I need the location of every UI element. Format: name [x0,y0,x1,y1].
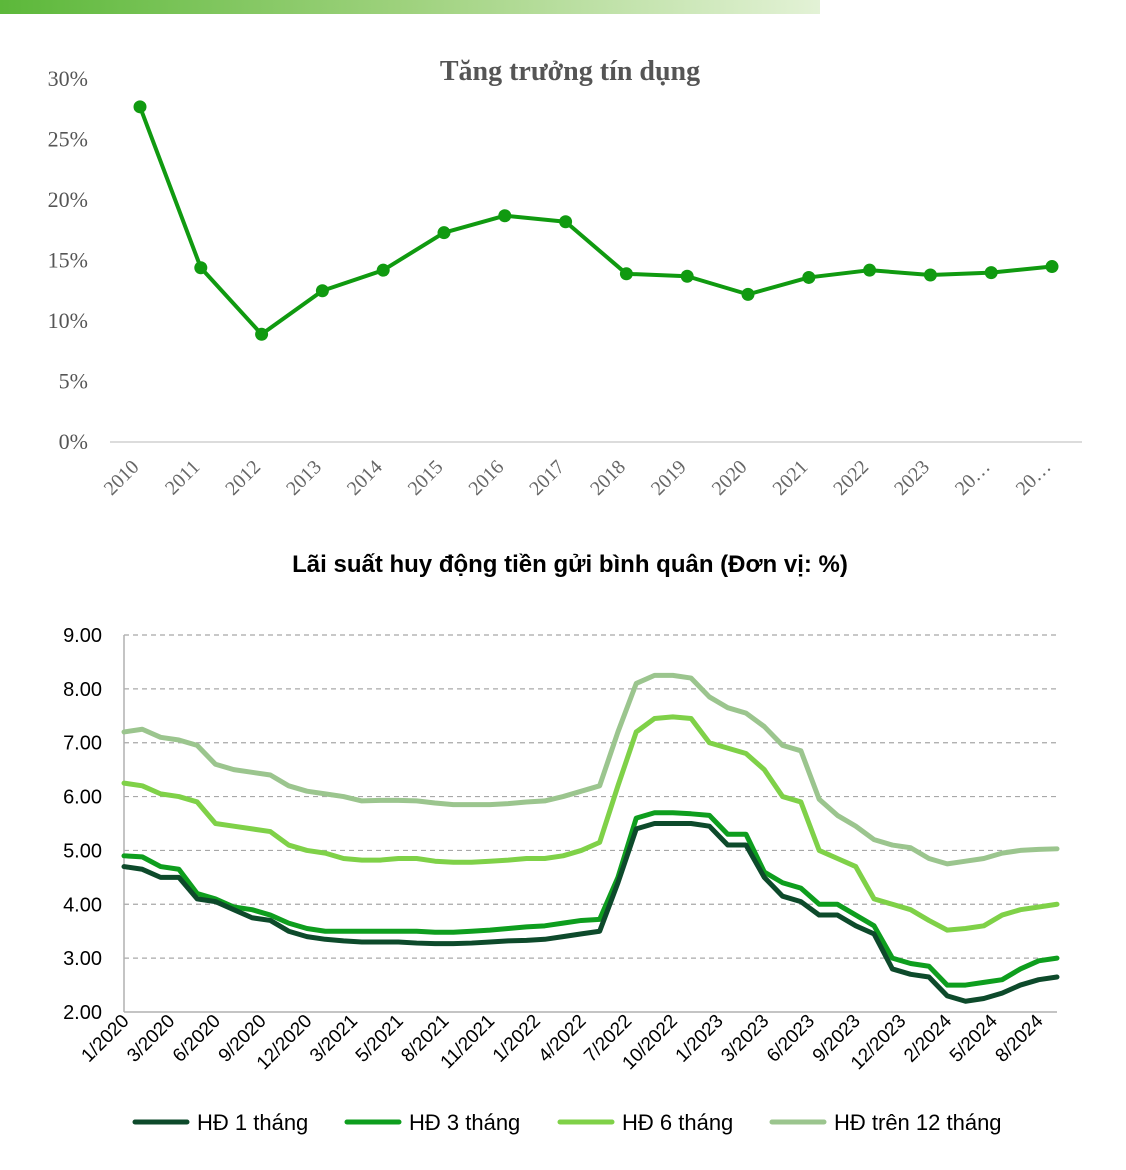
chart1-data-point [194,261,208,275]
chart2-legend-label: HĐ 3 tháng [409,1110,520,1135]
chart1-data-point [923,268,937,282]
chart1-y-tick-label: 20% [48,187,88,212]
chart2-y-tick-label: 4.00 [63,894,102,916]
chart1-data-point [437,226,451,240]
chart1-data-point [619,267,633,281]
chart2-legend-label: HĐ 6 tháng [622,1110,733,1135]
chart1-x-tick-label: 2017 [525,456,569,500]
chart1-y-axis: 0% 5% 10% 15% 20% 25% 30% [48,66,88,454]
chart1-series-line [138,106,1053,337]
chart2-legend-item: HĐ 1 tháng [132,1110,308,1135]
chart2-series-line [121,672,1060,867]
chart1-data-point [741,287,755,301]
chart1-data-point [559,215,573,229]
chart1-x-tick-label: 2014 [343,456,387,500]
chart2-legend-label: HĐ 1 tháng [197,1110,308,1135]
chart1-data-point [133,100,147,114]
chart2-y-tick-label: 3.00 [63,948,102,970]
chart1-y-tick-label: 30% [48,66,88,91]
chart1-y-tick-label: 10% [48,308,88,333]
chart2-y-tick-label: 2.00 [63,1002,102,1024]
chart1-x-tick-label: 2011 [161,456,204,499]
chart1-y-tick-label: 15% [48,248,88,273]
chart1-x-tick-label: 2012 [221,456,265,500]
chart2-series-line [121,821,1060,1004]
credit-growth-chart: Tăng trưởng tín dụng 0% 5% 10% 15% 20% 25% 30%… [48,56,1082,500]
chart1-data-point [984,266,998,280]
header-accent-bar [0,0,820,14]
chart2-y-tick-label: 7.00 [63,733,102,755]
chart2-x-tick-label: 4/2022 [535,1011,591,1067]
chart1-data-point [802,270,816,284]
chart1-series [133,100,1059,341]
chart1-y-tick-label: 0% [59,429,88,454]
chart2-x-tick-label: 5/2021 [352,1011,408,1067]
chart1-data-point [255,327,269,341]
chart2-y-axis: 2.00 3.00 4.00 5.00 6.00 7.00 8.00 9.00 [63,625,102,1024]
chart1-x-axis: 2010 2011 2012 2013 2014 2015 2016 2017 2018 2019… [100,456,1056,500]
chart2-y-tick-label: 5.00 [63,840,102,862]
chart1-y-tick-label: 25% [48,127,88,152]
chart2-series-line [121,810,1060,988]
chart2-x-tick-label: 2/2024 [900,1010,956,1066]
chart2-x-tick-label: 3/2020 [123,1011,179,1067]
chart2-x-tick-label: 1/2023 [672,1011,728,1067]
chart1-x-tick-label: 20… [1012,456,1056,500]
chart1-data-point [498,209,512,223]
chart1-data-point [376,263,390,277]
chart1-x-tick-label: 2015 [404,456,448,500]
chart2-y-tick-label: 9.00 [63,625,102,647]
chart2-legend-item: HĐ trên 12 tháng [769,1110,1002,1135]
chart2-title: Lãi suất huy động tiền gửi bình quân (Đơ… [292,551,848,578]
chart1-data-point [680,269,694,283]
deposit-rate-chart: Lãi suất huy động tiền gửi bình quân (Đơ… [63,551,1060,1135]
chart1-x-tick-label: 2013 [282,456,326,500]
chart1-y-tick-label: 5% [59,369,88,394]
chart2-gridlines [124,634,1057,959]
chart1-x-tick-label: 2022 [829,456,873,500]
chart2-legend-item: HĐ 6 tháng [557,1110,733,1135]
chart1-data-point [863,263,877,277]
chart2-legend-item: HĐ 3 tháng [344,1110,520,1135]
chart1-data-point [315,284,329,298]
chart1-x-tick-label: 2023 [890,456,934,500]
chart2-x-tick-label: 1/2022 [489,1011,545,1067]
chart2-y-tick-label: 6.00 [63,787,102,809]
chart1-x-tick-label: 20… [951,456,995,500]
chart1-x-tick-label: 2018 [586,456,630,500]
chart1-x-tick-label: 2019 [647,456,691,500]
chart2-x-tick-label: 3/2021 [306,1011,362,1067]
chart2-legend: HĐ 1 tháng HĐ 3 tháng HĐ 6 tháng HĐ trên 12… [132,1110,1002,1135]
chart2-x-tick-label: 6/2023 [763,1011,819,1067]
chart2-x-tick-label: 8/2024 [992,1010,1048,1066]
chart2-x-tick-label: 5/2024 [946,1010,1002,1066]
chart1-data-point [1045,260,1059,274]
chart1-x-tick-label: 2020 [708,456,752,500]
chart1-title: Tăng trưởng tín dụng [440,56,700,87]
chart2-x-tick-label: 6/2020 [169,1011,225,1067]
chart2-series [121,672,1060,1004]
chart1-x-tick-label: 2021 [768,456,812,500]
chart2-series-line [121,714,1060,933]
chart1-x-tick-label: 2016 [464,456,508,500]
chart1-x-tick-label: 2010 [100,456,144,500]
chart2-legend-label: HĐ trên 12 tháng [834,1110,1002,1135]
chart2-y-tick-label: 8.00 [63,679,102,701]
chart2-x-axis: 1/20203/20206/20209/202012/20203/20215/2… [78,1010,1048,1074]
chart2-x-tick-label: 3/2023 [717,1011,773,1067]
